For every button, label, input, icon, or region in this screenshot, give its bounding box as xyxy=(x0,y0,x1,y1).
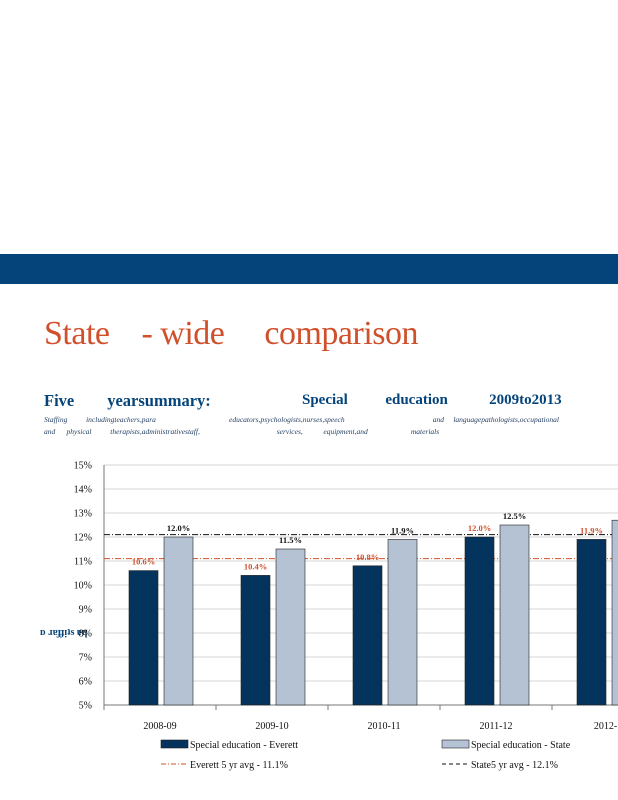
legend-label-everett-avg: Everett 5 yr avg - 11.1% xyxy=(190,760,288,771)
data-label-everett: 12.0% xyxy=(468,523,491,533)
legend-label-everett: Special education - Everett xyxy=(190,740,298,751)
y-axis-ticks: 5% 6% 7% 8% 9% 10% 11% 12% 13% 14% 15% xyxy=(74,461,92,712)
y-tick-label: 12% xyxy=(74,533,92,544)
x-category-label: 2012-1 xyxy=(594,721,618,732)
staffing-note-line-1: Staffing includingteachers,para educator… xyxy=(44,415,559,424)
chart-bars xyxy=(128,519,618,706)
data-label-state: 11.5% xyxy=(279,535,302,545)
bar-state xyxy=(387,539,418,706)
x-category-label: 2010-11 xyxy=(368,721,401,732)
x-axis-categories: 2008-09 2009-10 2010-11 2011-12 2012-1 xyxy=(143,721,618,732)
legend-label-state: Special education - State xyxy=(471,740,571,751)
y-tick-label: 10% xyxy=(74,581,92,592)
legend-swatch-everett xyxy=(160,739,189,749)
bar-state xyxy=(163,536,194,706)
data-label-state: 12.5% xyxy=(503,511,526,521)
chart-legend: Special education - Everett Special educa… xyxy=(160,739,571,771)
y-tick-label: 8% xyxy=(79,629,92,640)
x-category-label: 2008-09 xyxy=(143,721,176,732)
x-category-label: 2009-10 xyxy=(255,721,288,732)
data-label-everett: 10.4% xyxy=(244,561,267,571)
y-tick-label: 5% xyxy=(79,701,92,712)
y-tick-label: 14% xyxy=(74,485,92,496)
bar-everett xyxy=(128,570,159,706)
summary-title: Five yearsummary: xyxy=(44,391,211,410)
data-label-state: 11.9% xyxy=(391,525,414,535)
legend-label-state-avg: State5 yr avg - 12.1% xyxy=(471,760,558,771)
data-label-everett: 10.6% xyxy=(132,557,155,567)
y-tick-label: 6% xyxy=(79,677,92,688)
y-tick-label: 11% xyxy=(74,557,92,568)
bar-everett xyxy=(576,539,607,706)
y-tick-label: 7% xyxy=(79,653,92,664)
header-band xyxy=(0,254,618,284)
summary-topic: Special education 2009to2013 xyxy=(302,392,562,408)
bar-data-labels: 10.6% 12.0% 10.4% 11.5% 10.8% 11.9% 12.0% 12.5%… xyxy=(132,511,603,571)
bar-state xyxy=(275,548,306,706)
staffing-note-line-2: and physical therapists,administrativest… xyxy=(44,427,440,436)
bar-state xyxy=(611,519,618,706)
data-label-everett: 10.8% xyxy=(356,552,379,562)
bar-everett xyxy=(240,575,271,706)
legend-swatch-state xyxy=(441,739,470,749)
y-tick-label: 9% xyxy=(79,605,92,616)
y-tick-label: 15% xyxy=(74,461,92,472)
side-text: ᴅ ɹɐɟɟᴉʇs ɐɥ xyxy=(40,627,88,638)
y-tick-label: 13% xyxy=(74,509,92,520)
page-title: State - wide comparison xyxy=(44,315,419,352)
bar-everett xyxy=(352,565,383,706)
bar-everett xyxy=(464,536,495,706)
data-label-state: 12.0% xyxy=(167,523,190,533)
data-label-everett: 11.9% xyxy=(580,525,603,535)
x-category-label: 2011-12 xyxy=(480,721,513,732)
bar-state xyxy=(499,524,530,706)
